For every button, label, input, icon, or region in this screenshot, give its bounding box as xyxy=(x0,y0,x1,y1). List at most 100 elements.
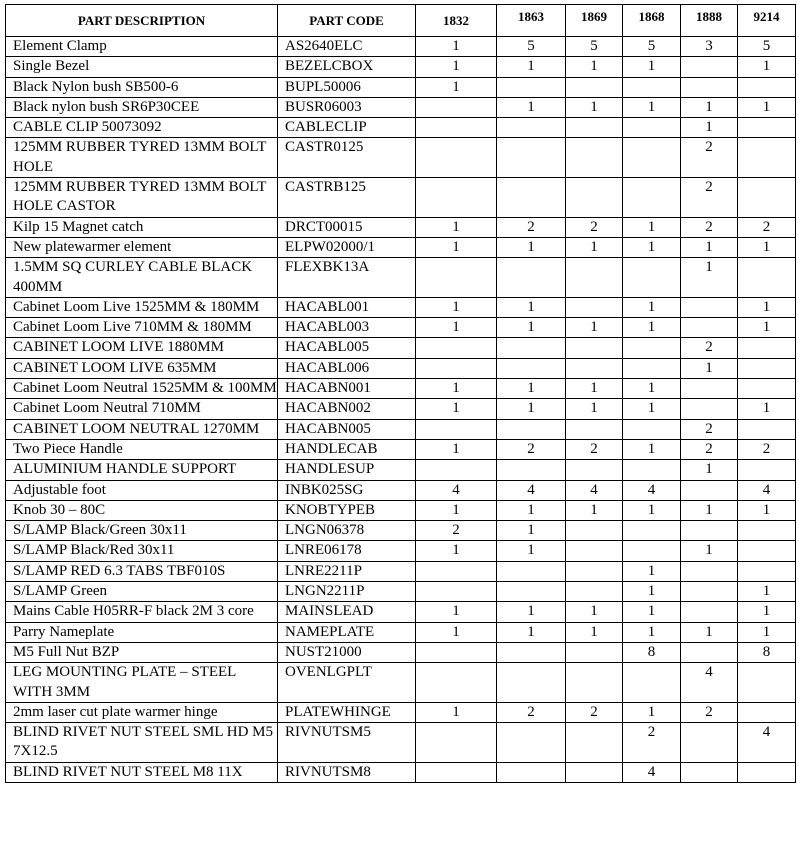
quantity-cell xyxy=(415,177,497,218)
part-code: LNGN2211P xyxy=(277,581,416,603)
part-code: ELPW02000/1 xyxy=(277,236,416,259)
quantity-cell xyxy=(565,641,623,664)
quantity-cell: 1 xyxy=(680,96,738,119)
quantity-cell: 1 xyxy=(415,540,497,562)
quantity-cell xyxy=(680,601,738,623)
quantity-cell: 1 xyxy=(622,581,681,603)
quantity-cell xyxy=(496,357,566,380)
part-code: RIVNUTSM8 xyxy=(277,761,416,783)
quantity-cell: 4 xyxy=(496,479,566,501)
quantity-cell: 1 xyxy=(565,398,623,420)
quantity-cell xyxy=(680,76,738,98)
quantity-cell: 1 xyxy=(622,499,681,522)
column-header: 1832 xyxy=(415,4,497,37)
quantity-cell xyxy=(565,76,623,98)
quantity-cell: 4 xyxy=(737,722,796,763)
part-description: 1.5MM SQ CURLEY CABLE BLACK 400MM xyxy=(5,257,278,298)
quantity-cell: 1 xyxy=(680,621,738,643)
quantity-cell xyxy=(622,520,681,542)
table-row: S/LAMP Black/Red 30x11 LNRE06178 1 1 1 xyxy=(5,540,796,562)
table-row: Kilp 15 Magnet catch DRCT00015 1 2 2 1 2 2 xyxy=(5,216,796,238)
part-code: DRCT00015 xyxy=(277,216,416,238)
quantity-cell: 1 xyxy=(415,236,497,259)
quantity-cell: 1 xyxy=(415,76,497,98)
part-code: AS2640ELC xyxy=(277,35,416,58)
quantity-cell: 1 xyxy=(737,601,796,623)
quantity-cell: 2 xyxy=(737,216,796,238)
column-header: 1863 xyxy=(496,4,566,37)
part-code: CASTRB125 xyxy=(277,177,416,218)
part-description: Element Clamp xyxy=(5,35,278,58)
quantity-cell xyxy=(737,117,796,139)
part-code: HACABL001 xyxy=(277,296,416,319)
quantity-cell: 1 xyxy=(622,701,681,724)
quantity-cell xyxy=(680,378,738,400)
quantity-cell xyxy=(565,581,623,603)
part-description: Kilp 15 Magnet catch xyxy=(5,216,278,238)
table-row: ALUMINIUM HANDLE SUPPORT HANDLESUP 1 xyxy=(5,459,796,481)
quantity-cell xyxy=(737,662,796,703)
quantity-cell: 3 xyxy=(680,35,738,58)
quantity-cell: 4 xyxy=(622,761,681,783)
quantity-cell: 8 xyxy=(622,641,681,664)
quantity-cell: 1 xyxy=(496,621,566,643)
part-description: CABINET LOOM LIVE 1880MM xyxy=(5,337,278,359)
table-row: Mains Cable H05RR-F black 2M 3 core MAINS… xyxy=(5,601,796,623)
quantity-cell xyxy=(622,357,681,380)
part-description: M5 Full Nut BZP xyxy=(5,641,278,664)
part-description: Parry Nameplate xyxy=(5,621,278,643)
quantity-cell: 4 xyxy=(737,479,796,501)
quantity-cell: 1 xyxy=(622,317,681,339)
part-description: ALUMINIUM HANDLE SUPPORT xyxy=(5,459,278,481)
part-description: S/LAMP Black/Red 30x11 xyxy=(5,540,278,562)
quantity-cell: 1 xyxy=(737,296,796,319)
quantity-cell: 1 xyxy=(680,257,738,298)
quantity-cell xyxy=(737,761,796,783)
quantity-cell: 1 xyxy=(680,117,738,139)
quantity-cell xyxy=(496,418,566,440)
quantity-cell xyxy=(415,722,497,763)
quantity-cell xyxy=(565,177,623,218)
quantity-cell xyxy=(737,459,796,481)
quantity-cell xyxy=(496,257,566,298)
quantity-cell: 1 xyxy=(496,520,566,542)
quantity-cell: 8 xyxy=(737,641,796,664)
quantity-cell: 1 xyxy=(622,398,681,420)
quantity-cell xyxy=(415,560,497,583)
part-code: LNRE2211P xyxy=(277,560,416,583)
part-description: Black nylon bush SR6P30CEE xyxy=(5,96,278,119)
quantity-cell xyxy=(415,641,497,664)
quantity-cell: 5 xyxy=(565,35,623,58)
part-code: PLATEWHINGE xyxy=(277,701,416,724)
quantity-cell: 1 xyxy=(415,296,497,319)
part-description: BLIND RIVET NUT STEEL M8 11X xyxy=(5,761,278,783)
quantity-cell xyxy=(565,520,623,542)
part-code: HACABN005 xyxy=(277,418,416,440)
quantity-cell xyxy=(737,177,796,218)
table-row: Black nylon bush SR6P30CEE BUSR06003 1 1 1 1 1 xyxy=(5,96,796,119)
quantity-cell: 1 xyxy=(737,499,796,522)
quantity-cell: 2 xyxy=(496,216,566,238)
quantity-cell xyxy=(680,722,738,763)
quantity-cell: 4 xyxy=(622,479,681,501)
quantity-cell xyxy=(415,337,497,359)
quantity-cell xyxy=(496,581,566,603)
quantity-cell xyxy=(496,76,566,98)
quantity-cell: 2 xyxy=(565,438,623,461)
table-row: Parry Nameplate NAMEPLATE 1 1 1 1 1 1 xyxy=(5,621,796,643)
table-row: CABINET LOOM LIVE 1880MM HACABL005 2 xyxy=(5,337,796,359)
quantity-cell xyxy=(737,520,796,542)
quantity-cell: 2 xyxy=(680,137,738,179)
quantity-cell: 5 xyxy=(622,35,681,58)
part-description: 2mm laser cut plate warmer hinge xyxy=(5,701,278,724)
table-row: CABINET LOOM LIVE 635MM HACABL006 1 xyxy=(5,357,796,380)
quantity-cell: 1 xyxy=(496,398,566,420)
table-row: 1.5MM SQ CURLEY CABLE BLACK 400MM FLEXBK1… xyxy=(5,257,796,298)
part-description: 125MM RUBBER TYRED 13MM BOLT HOLE xyxy=(5,137,278,179)
quantity-cell: 1 xyxy=(737,317,796,339)
table-row: BLIND RIVET NUT STEEL M8 11X RIVNUTSM8 4 xyxy=(5,761,796,783)
quantity-cell: 1 xyxy=(565,378,623,400)
part-description: Cabinet Loom Neutral 1525MM & 100MM xyxy=(5,378,278,400)
part-code: NUST21000 xyxy=(277,641,416,664)
part-code: CASTR0125 xyxy=(277,137,416,179)
